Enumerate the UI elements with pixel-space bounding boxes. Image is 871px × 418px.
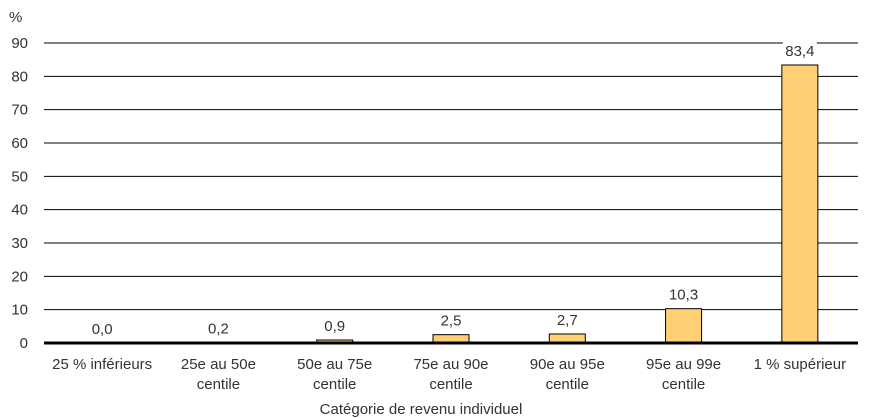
value-labels: 0,0 0,2 0,9 2,5 2,7 10,3 83,4 bbox=[85, 42, 817, 338]
y-tick-label: 80 bbox=[11, 68, 28, 85]
value-label: 0,2 bbox=[208, 320, 229, 337]
value-label: 2,5 bbox=[441, 313, 462, 330]
y-tick-label: 0 bbox=[20, 335, 28, 352]
y-tick-label: 30 bbox=[11, 235, 28, 252]
x-tick-label: centile bbox=[429, 376, 472, 393]
x-tick-label: 25e au 50e bbox=[181, 356, 256, 373]
value-label: 0,9 bbox=[324, 318, 345, 335]
bar bbox=[781, 64, 819, 344]
value-label: 2,7 bbox=[557, 312, 578, 329]
value-label-background bbox=[782, 42, 817, 60]
x-tick-label: centile bbox=[197, 376, 240, 393]
y-tick-label: 20 bbox=[11, 268, 28, 285]
x-tick-label: 75e au 90e bbox=[413, 356, 488, 373]
y-axis-ticks: 0 10 20 30 40 50 60 70 80 90 bbox=[11, 35, 28, 352]
value-label: 83,4 bbox=[785, 43, 814, 60]
x-tick-label: centile bbox=[546, 376, 589, 393]
x-tick-label: 25 % inférieurs bbox=[52, 356, 152, 373]
y-tick-label: 10 bbox=[11, 302, 28, 319]
value-label-background bbox=[85, 320, 120, 338]
value-label: 0,0 bbox=[92, 321, 113, 338]
y-tick-label: 60 bbox=[11, 135, 28, 152]
y-axis-unit-label: % bbox=[9, 9, 22, 26]
y-tick-label: 40 bbox=[11, 202, 28, 219]
x-axis-title: Catégorie de revenu individuel bbox=[320, 401, 523, 418]
x-axis-category-labels: 25 % inférieurs 25e au 50e centile 50e au 7… bbox=[52, 356, 846, 393]
y-tick-label: 90 bbox=[11, 35, 28, 52]
x-tick-label: 1 % supérieur bbox=[754, 356, 847, 373]
value-label-background bbox=[550, 311, 585, 329]
bar bbox=[665, 308, 703, 344]
value-label-background bbox=[317, 317, 352, 335]
bars bbox=[199, 64, 819, 344]
x-tick-label: centile bbox=[662, 376, 705, 393]
x-tick-label: 95e au 99e bbox=[646, 356, 721, 373]
value-label: 10,3 bbox=[669, 287, 698, 304]
x-tick-label: 50e au 75e bbox=[297, 356, 372, 373]
gridlines bbox=[44, 42, 858, 311]
value-label-background bbox=[666, 285, 701, 304]
y-tick-label: 70 bbox=[11, 102, 28, 119]
x-tick-label: centile bbox=[313, 376, 356, 393]
y-tick-label: 50 bbox=[11, 168, 28, 185]
value-label-background bbox=[434, 311, 468, 330]
value-label-background bbox=[201, 319, 236, 338]
x-tick-label: 90e au 95e bbox=[530, 356, 605, 373]
